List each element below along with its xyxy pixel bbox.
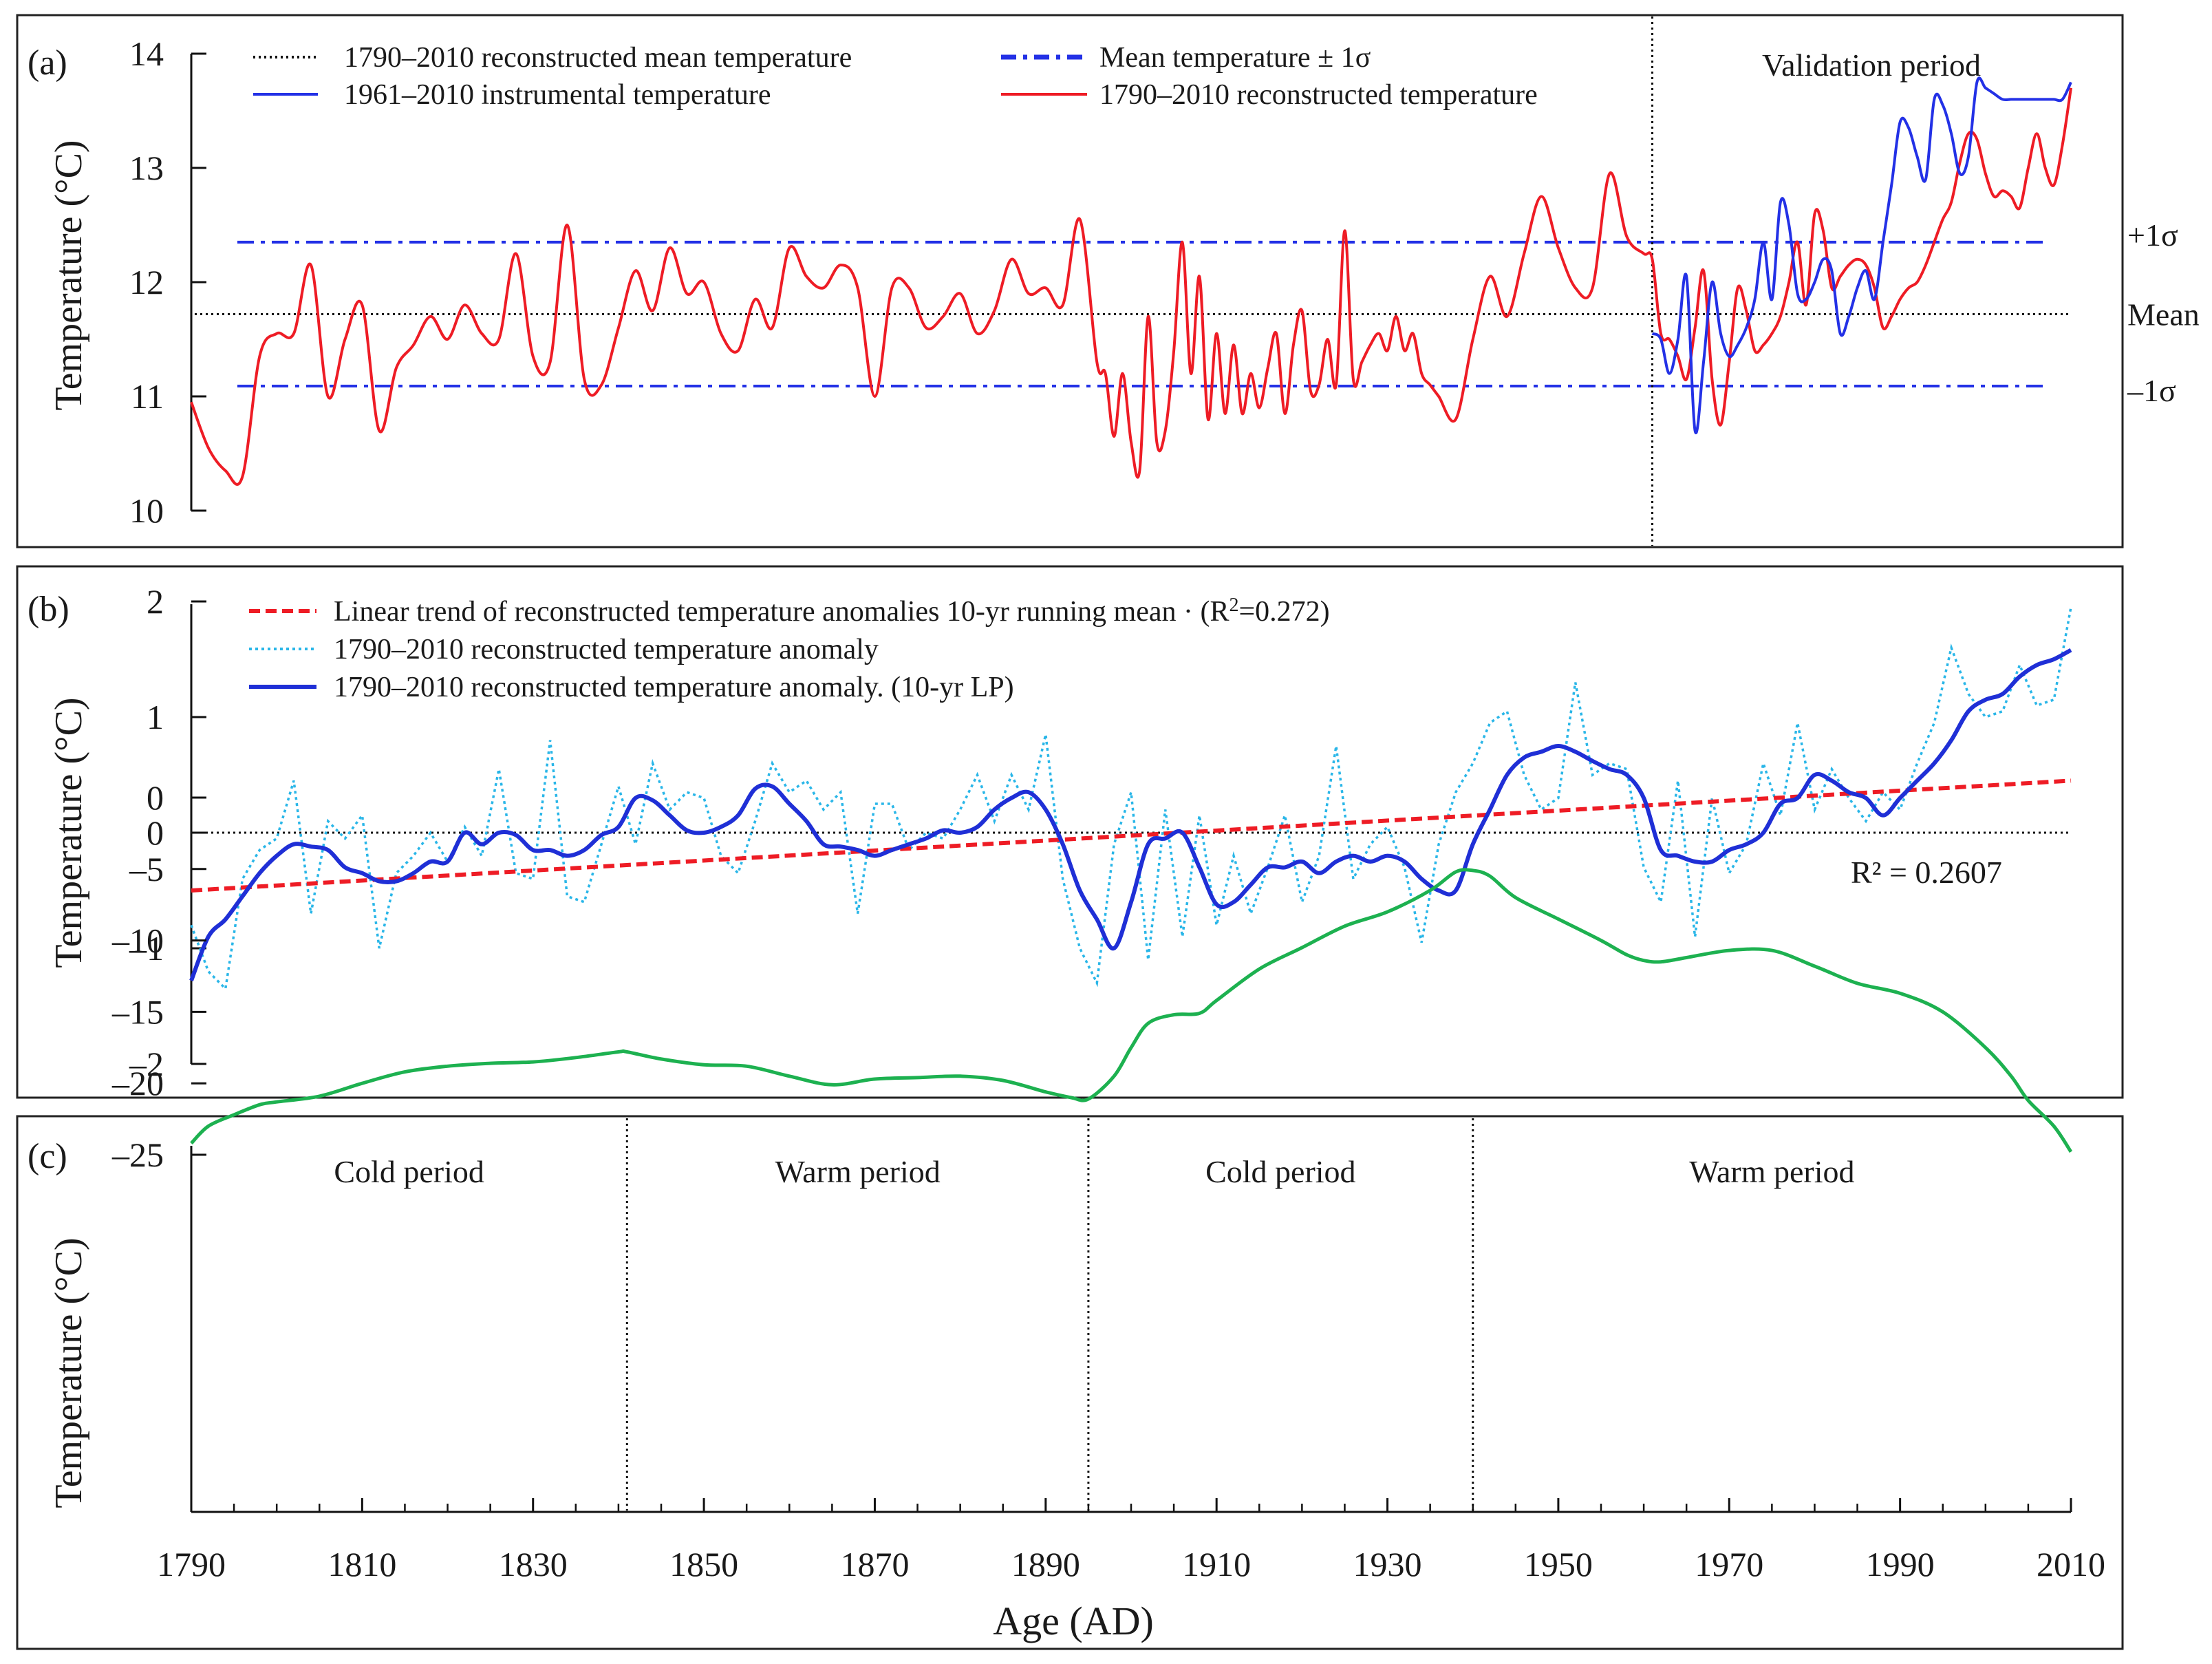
panel-a-frame	[16, 14, 2124, 548]
mean-label: Mean	[2127, 297, 2200, 332]
validation-period-label: Validation period	[1762, 47, 1981, 83]
panel-c-x-ticks: 1790 1810 1830 1850 1870 1890 1910 1930 1950 1970…	[157, 1498, 2105, 1583]
minus-sigma-label: –1σ	[2127, 373, 2176, 408]
panel-b-y-tick-label: 0	[147, 813, 164, 852]
panel-c-x-tick-label: 1790	[157, 1545, 226, 1583]
panel-a-y-tick-label: 14	[129, 34, 164, 73]
panel-a-y-tick-label: 10	[129, 491, 164, 530]
period-label: Warm period	[775, 1154, 940, 1189]
panel-a-legend: 1790–2010 reconstructed mean temperature…	[253, 42, 1538, 111]
legend-reconstructed-label: 1790–2010 reconstructed temperature	[1099, 79, 1538, 111]
panel-b-label: (b)	[28, 590, 69, 629]
legend-anomaly-label: 1790–2010 reconstructed temperature anom…	[334, 634, 879, 665]
panel-a: (a) Temperature (°C) 10 11 12 13 14 Validati…	[16, 14, 2200, 548]
panel-c-y-tick-label: –25	[111, 1135, 164, 1174]
panel-c-x-tick-label: 1930	[1353, 1545, 1422, 1583]
panel-c-period-labels: Cold period Warm period Cold period Warm pe…	[334, 1154, 1854, 1189]
panel-c-y-tick-label: –10	[111, 921, 164, 960]
panel-a-y-tick-label: 12	[129, 263, 164, 301]
anomaly-line	[190, 607, 2072, 992]
panel-a-y-tick-label: 13	[129, 149, 164, 187]
panel-c-plot	[190, 868, 2073, 1511]
panel-c: (c) Temperature (°C) 0–5–10–15–20–25 179…	[16, 778, 2124, 1650]
lp-anomaly-line	[189, 648, 2072, 982]
panel-a-y-tick-label: 11	[131, 377, 164, 416]
panel-c-x-tick-label: 1890	[1011, 1545, 1080, 1583]
panel-c-x-tick-label: 1970	[1695, 1545, 1763, 1583]
period-label: Cold period	[334, 1154, 484, 1189]
panel-c-y-tick-label: –15	[111, 992, 164, 1031]
panel-c-x-tick-label: 2010	[2037, 1545, 2105, 1583]
cumulative-anomaly-line	[190, 868, 2073, 1153]
legend-sigma-label: Mean temperature ± 1σ	[1099, 42, 1371, 74]
panel-b-y-tick-label: –2	[129, 1045, 164, 1083]
panel-c-x-tick-label: 1870	[840, 1545, 909, 1583]
trend-line	[191, 778, 2072, 893]
panel-c-ylabel: Temperature (°C)	[47, 1237, 90, 1508]
legend-instrumental-label: 1961–2010 instrumental temperature	[344, 79, 771, 111]
panel-b-y-tick-label: –1	[129, 929, 164, 968]
panel-b-y-tick-label: 1	[147, 698, 164, 736]
panel-c-x-tick-label: 1810	[327, 1545, 396, 1583]
legend-trend-sup: 2	[1230, 595, 1239, 616]
panel-c-x-tick-label: 1950	[1524, 1545, 1593, 1583]
panel-c-label: (c)	[28, 1137, 67, 1176]
panel-a-ylabel: Temperature (°C)	[47, 140, 90, 410]
legend-trend-label: Linear trend of reconstructed temperatur…	[334, 595, 1330, 628]
panel-c-y-tick-label: 0	[147, 778, 164, 817]
panel-b-y-ticks: –2 –1 0 1 2	[129, 582, 206, 1083]
panel-c-x-tick-label: 1910	[1182, 1545, 1251, 1583]
panel-c-x-tick-label: 1850	[669, 1545, 738, 1583]
panel-c-xlabel: Age (AD)	[993, 1599, 1154, 1643]
r2-label: R² = 0.2607	[1851, 855, 2002, 890]
plus-sigma-label: +1σ	[2127, 217, 2178, 253]
panel-c-frame	[16, 1115, 2124, 1650]
panel-a-y-ticks: 10 11 12 13 14	[129, 34, 206, 530]
panel-c-y-ticks: 0–5–10–15–20–25	[111, 778, 206, 1174]
legend-trend-suffix: =0.272)	[1239, 596, 1330, 628]
panel-b-ylabel: Temperature (°C)	[47, 697, 90, 968]
panel-c-y-tick-label: –5	[129, 850, 164, 888]
legend-lp-label: 1790–2010 reconstructed temperature anom…	[334, 672, 1014, 703]
panel-b-y-tick-label: 2	[147, 582, 164, 621]
legend-mean-label: 1790–2010 reconstructed mean temperature	[344, 42, 852, 74]
panel-c-x-tick-label: 1830	[499, 1545, 568, 1583]
panel-c-y-tick-label: –20	[111, 1064, 164, 1102]
panel-b-plot	[189, 607, 2072, 992]
legend-trend-prefix: Linear trend of reconstructed temperatur…	[334, 596, 1230, 628]
panel-a-label: (a)	[28, 43, 67, 83]
panel-a-plot	[190, 17, 2072, 546]
panel-c-x-tick-label: 1990	[1866, 1545, 1935, 1583]
panel-b-legend: Linear trend of reconstructed temperatur…	[249, 595, 1330, 703]
reconstructed-temperature-line	[190, 87, 2072, 486]
period-label: Cold period	[1205, 1154, 1355, 1189]
instrumental-temperature-line	[1651, 76, 2072, 434]
period-label: Warm period	[1689, 1154, 1854, 1189]
